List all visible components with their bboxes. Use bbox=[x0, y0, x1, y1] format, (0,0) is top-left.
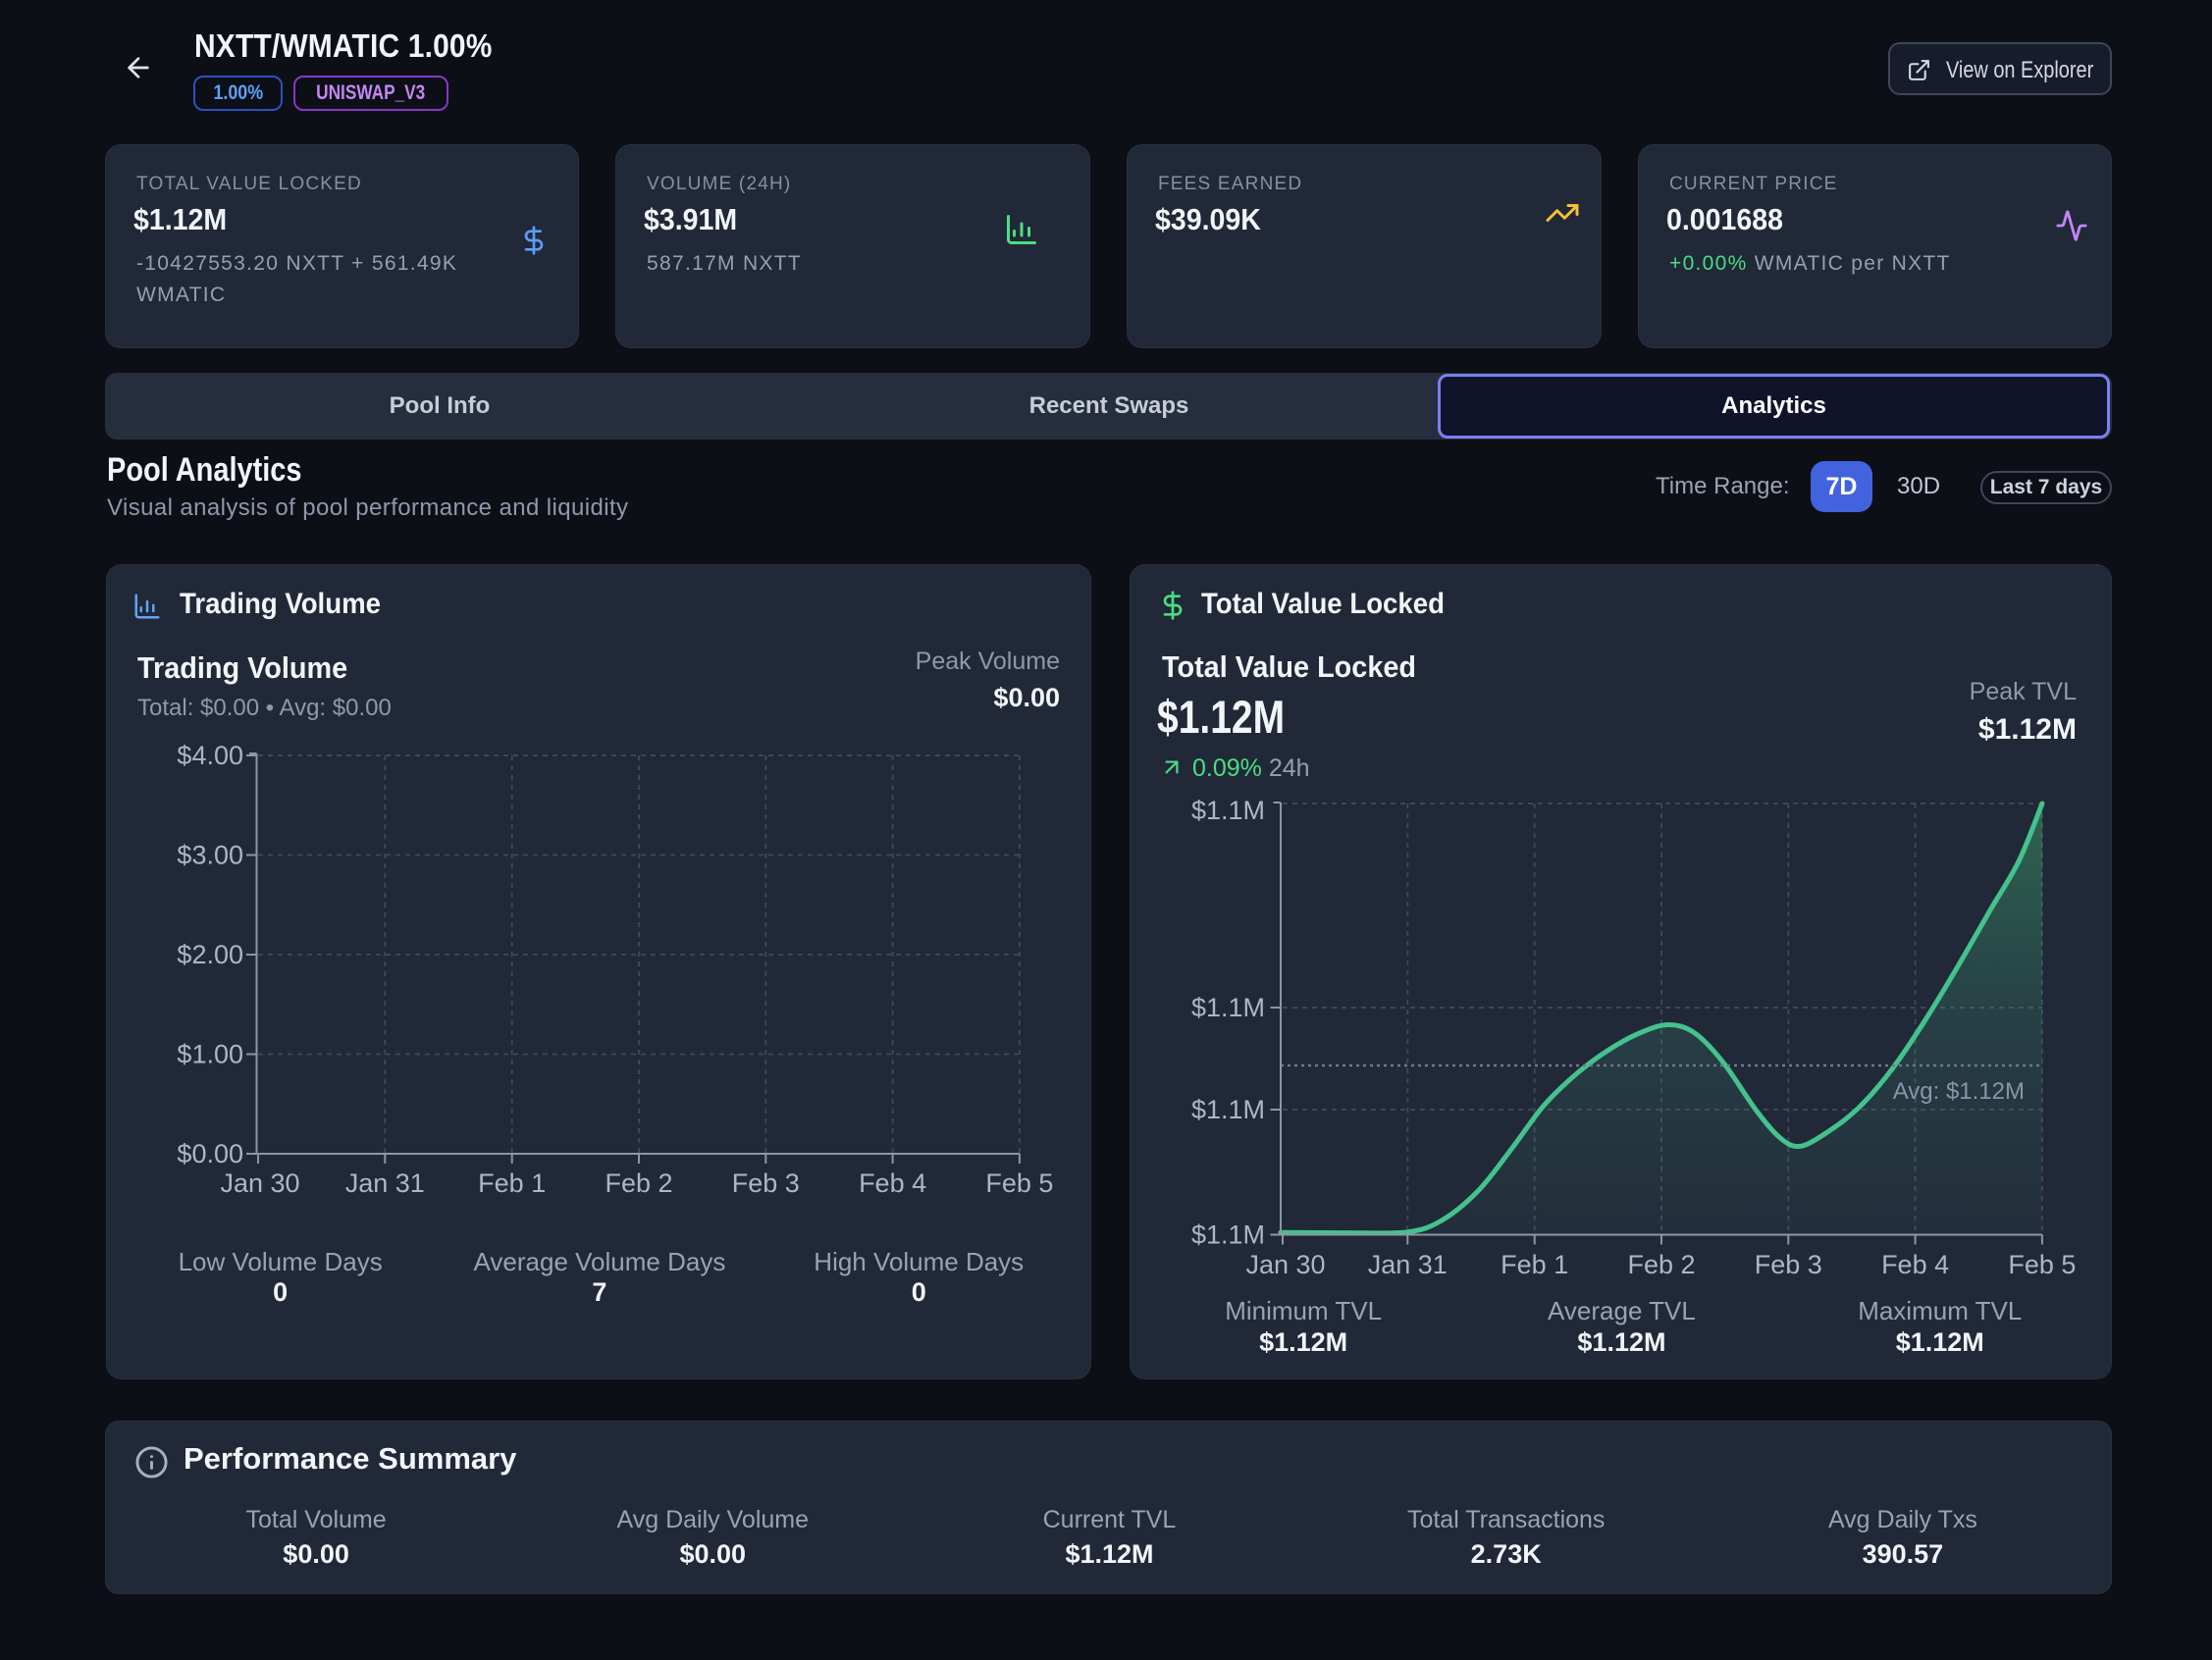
svg-text:$0.00: $0.00 bbox=[177, 1139, 243, 1168]
svg-text:$1.1M: $1.1M bbox=[1191, 796, 1265, 825]
svg-text:$3.00: $3.00 bbox=[177, 841, 243, 870]
svg-text:$1.1M: $1.1M bbox=[1191, 993, 1265, 1022]
svg-text:Jan 31: Jan 31 bbox=[1368, 1250, 1448, 1279]
svg-text:$1.00: $1.00 bbox=[177, 1040, 243, 1069]
svg-text:$1.1M: $1.1M bbox=[1191, 1220, 1265, 1250]
svg-text:Feb 1: Feb 1 bbox=[478, 1168, 546, 1198]
svg-text:Feb 2: Feb 2 bbox=[605, 1168, 672, 1198]
svg-text:$1.1M: $1.1M bbox=[1191, 1095, 1265, 1124]
svg-text:$2.00: $2.00 bbox=[177, 940, 243, 969]
svg-text:Feb 1: Feb 1 bbox=[1501, 1250, 1568, 1279]
svg-text:Feb 3: Feb 3 bbox=[732, 1168, 800, 1198]
svg-text:Feb 4: Feb 4 bbox=[1881, 1250, 1949, 1279]
svg-text:Feb 5: Feb 5 bbox=[2008, 1250, 2076, 1279]
svg-text:Feb 3: Feb 3 bbox=[1755, 1250, 1822, 1279]
svg-text:Avg: $1.12M: Avg: $1.12M bbox=[1893, 1078, 2025, 1105]
svg-text:Feb 5: Feb 5 bbox=[985, 1168, 1053, 1198]
svg-text:Jan 30: Jan 30 bbox=[220, 1168, 299, 1198]
svg-text:$4.00: $4.00 bbox=[177, 741, 243, 770]
svg-text:Feb 2: Feb 2 bbox=[1627, 1250, 1695, 1279]
svg-text:Jan 30: Jan 30 bbox=[1245, 1250, 1325, 1279]
svg-text:Feb 4: Feb 4 bbox=[859, 1168, 926, 1198]
svg-text:Jan 31: Jan 31 bbox=[345, 1168, 425, 1198]
